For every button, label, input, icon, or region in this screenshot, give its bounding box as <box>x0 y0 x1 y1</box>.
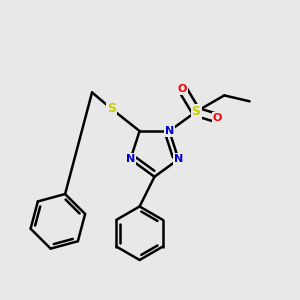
Text: O: O <box>213 113 222 123</box>
Text: N: N <box>174 154 183 164</box>
Text: S: S <box>192 105 201 118</box>
Text: N: N <box>165 126 174 136</box>
Text: N: N <box>126 154 135 164</box>
Text: S: S <box>107 102 116 115</box>
Text: O: O <box>178 84 188 94</box>
